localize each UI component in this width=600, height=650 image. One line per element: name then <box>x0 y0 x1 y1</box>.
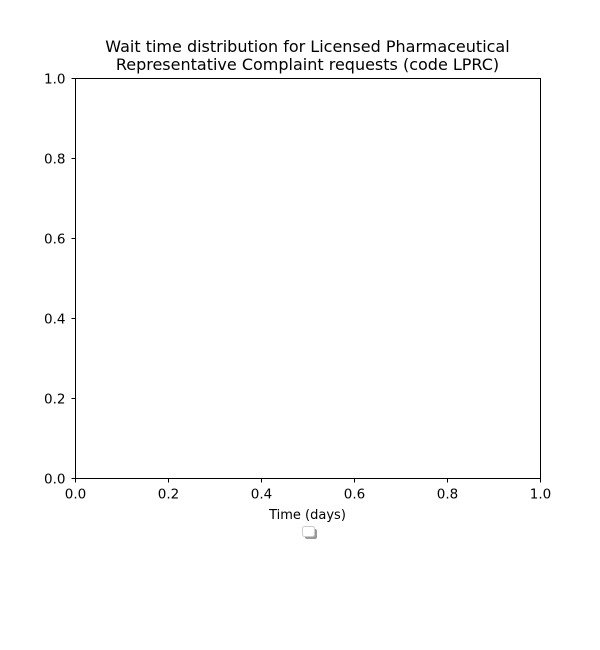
y-axis-ticks: 0.0 0.2 0.4 0.6 0.8 1.0 <box>44 72 76 488</box>
y-tick-label: 1.0 <box>44 72 65 88</box>
chart-title-line-2: Representative Complaint requests (code … <box>116 55 499 74</box>
x-axis-ticks: 0.0 0.2 0.4 0.6 0.8 1.0 <box>65 478 551 503</box>
y-tick-label: 0.6 <box>44 232 65 248</box>
x-tick-label: 0.4 <box>251 487 272 503</box>
legend-box <box>302 526 317 539</box>
x-tick-label: 0.2 <box>158 487 179 503</box>
y-tick-label: 0.8 <box>44 152 65 168</box>
x-tick-label: 0.8 <box>437 487 458 503</box>
y-tick-label: 0.0 <box>44 472 65 488</box>
x-axis-label: Time (days) <box>268 508 346 523</box>
x-tick-label: 0.0 <box>65 487 86 503</box>
y-tick-label: 0.4 <box>44 312 65 328</box>
x-tick-label: 1.0 <box>530 487 551 503</box>
chart-title-line-1: Wait time distribution for Licensed Phar… <box>105 37 509 56</box>
legend-frame <box>302 526 315 537</box>
x-tick-label: 0.6 <box>344 487 365 503</box>
y-tick-label: 0.2 <box>44 392 65 408</box>
plot-area <box>75 78 541 479</box>
